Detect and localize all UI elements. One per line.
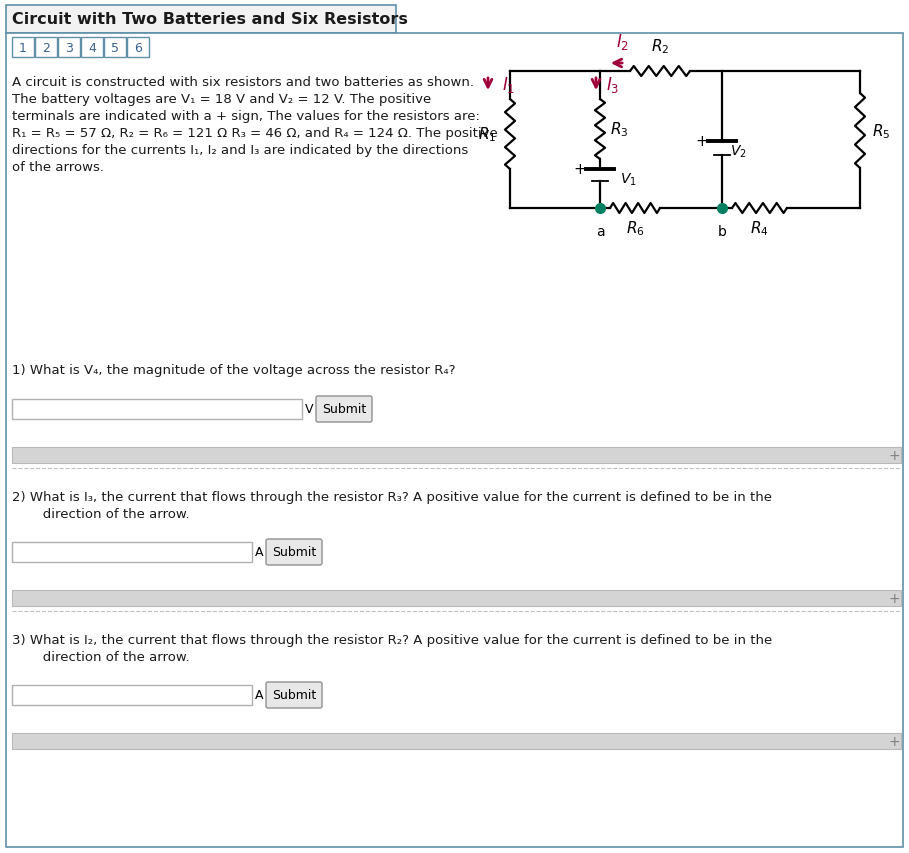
Text: +: + xyxy=(695,134,708,149)
Text: 4: 4 xyxy=(88,42,96,55)
Text: $V_2$: $V_2$ xyxy=(730,143,746,160)
FancyBboxPatch shape xyxy=(6,6,396,34)
Text: directions for the currents I₁, I₂ and I₃ are indicated by the directions: directions for the currents I₁, I₂ and I… xyxy=(12,144,468,157)
FancyBboxPatch shape xyxy=(6,34,903,847)
FancyBboxPatch shape xyxy=(12,733,901,749)
Text: $R_6$: $R_6$ xyxy=(625,218,644,237)
FancyBboxPatch shape xyxy=(127,38,149,58)
FancyBboxPatch shape xyxy=(316,397,372,422)
Text: of the arrows.: of the arrows. xyxy=(12,161,104,174)
FancyBboxPatch shape xyxy=(104,38,126,58)
Text: direction of the arrow.: direction of the arrow. xyxy=(30,650,190,664)
Text: V: V xyxy=(305,403,314,416)
Text: direction of the arrow.: direction of the arrow. xyxy=(30,508,190,520)
Text: 1: 1 xyxy=(19,42,27,55)
Text: $I_1$: $I_1$ xyxy=(502,75,515,95)
FancyBboxPatch shape xyxy=(12,685,252,705)
Text: Circuit with Two Batteries and Six Resistors: Circuit with Two Batteries and Six Resis… xyxy=(12,13,408,27)
Text: $I_3$: $I_3$ xyxy=(606,75,619,95)
FancyBboxPatch shape xyxy=(12,38,34,58)
Text: +: + xyxy=(888,591,900,606)
FancyBboxPatch shape xyxy=(58,38,80,58)
Text: $I_2$: $I_2$ xyxy=(616,32,629,52)
Text: $R_3$: $R_3$ xyxy=(610,120,628,139)
FancyBboxPatch shape xyxy=(12,399,302,420)
Text: Submit: Submit xyxy=(272,688,316,702)
Text: 2: 2 xyxy=(42,42,50,55)
Text: +: + xyxy=(888,734,900,748)
Text: A: A xyxy=(255,688,264,702)
Text: $R_4$: $R_4$ xyxy=(750,218,769,237)
FancyBboxPatch shape xyxy=(12,448,901,463)
Text: a: a xyxy=(595,224,604,239)
Text: A: A xyxy=(255,546,264,559)
FancyBboxPatch shape xyxy=(81,38,103,58)
Text: $V_1$: $V_1$ xyxy=(620,171,636,188)
Text: 5: 5 xyxy=(111,42,119,55)
FancyBboxPatch shape xyxy=(12,590,901,606)
Text: 6: 6 xyxy=(134,42,142,55)
Text: 1) What is V₄, the magnitude of the voltage across the resistor R₄?: 1) What is V₄, the magnitude of the volt… xyxy=(12,363,455,376)
Text: Submit: Submit xyxy=(322,403,366,416)
Text: 3) What is I₂, the current that flows through the resistor R₂? A positive value : 3) What is I₂, the current that flows th… xyxy=(12,633,773,647)
FancyBboxPatch shape xyxy=(35,38,57,58)
Text: The battery voltages are V₁ = 18 V and V₂ = 12 V. The positive: The battery voltages are V₁ = 18 V and V… xyxy=(12,93,431,106)
Text: 2) What is I₃, the current that flows through the resistor R₃? A positive value : 2) What is I₃, the current that flows th… xyxy=(12,490,772,503)
Text: $R_5$: $R_5$ xyxy=(872,122,890,141)
Text: 3: 3 xyxy=(65,42,73,55)
Text: R₁ = R₅ = 57 Ω, R₂ = R₆ = 121 Ω R₃ = 46 Ω, and R₄ = 124 Ω. The positive: R₁ = R₅ = 57 Ω, R₂ = R₆ = 121 Ω R₃ = 46 … xyxy=(12,127,498,140)
Text: terminals are indicated with a + sign, The values for the resistors are:: terminals are indicated with a + sign, T… xyxy=(12,110,480,123)
FancyBboxPatch shape xyxy=(266,539,322,566)
Text: +: + xyxy=(574,162,586,177)
Text: Submit: Submit xyxy=(272,546,316,559)
Text: $R_1$: $R_1$ xyxy=(478,125,496,144)
Text: A circuit is constructed with six resistors and two batteries as shown.: A circuit is constructed with six resist… xyxy=(12,76,474,89)
Text: +: + xyxy=(888,449,900,462)
FancyBboxPatch shape xyxy=(12,543,252,562)
Text: b: b xyxy=(717,224,726,239)
FancyBboxPatch shape xyxy=(266,682,322,708)
Text: $R_2$: $R_2$ xyxy=(651,38,669,56)
